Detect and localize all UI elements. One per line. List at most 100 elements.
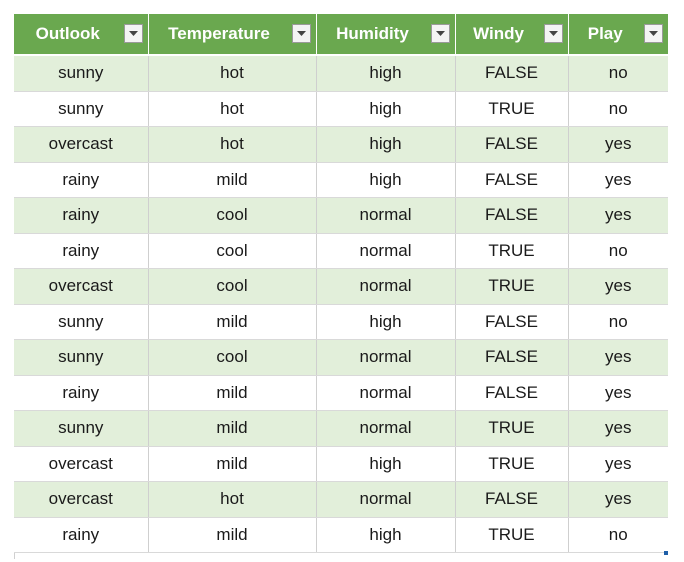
cell-humidity[interactable]: normal [316,197,456,234]
cell-play[interactable]: yes [568,375,668,411]
table-row: sunny hot high FALSE no [14,55,668,92]
cell-temperature[interactable]: hot [148,126,317,163]
table-row: rainy mild high FALSE yes [14,162,668,198]
cell-temperature[interactable]: cool [148,339,317,376]
chevron-down-icon [649,31,658,36]
weather-play-table: Outlook Temperature Humidity [14,14,668,553]
table-row: sunny mild normal TRUE yes [14,410,668,447]
cell-windy[interactable]: FALSE [455,162,569,198]
cell-play[interactable]: no [568,304,668,340]
cell-windy[interactable]: FALSE [455,126,569,163]
cell-humidity[interactable]: normal [316,481,456,518]
cell-temperature[interactable]: mild [148,446,317,482]
cell-windy[interactable]: TRUE [455,446,569,482]
cell-humidity[interactable]: high [316,126,456,163]
cell-humidity[interactable]: high [316,91,456,127]
cell-outlook[interactable]: sunny [14,55,149,92]
cell-temperature[interactable]: hot [148,481,317,518]
table-row: overcast cool normal TRUE yes [14,268,668,305]
cell-windy[interactable]: FALSE [455,304,569,340]
cell-outlook[interactable]: rainy [14,517,149,553]
spreadsheet-table-area: Outlook Temperature Humidity [14,14,668,559]
cell-outlook[interactable]: sunny [14,304,149,340]
cell-play[interactable]: no [568,517,668,553]
cell-humidity[interactable]: high [316,55,456,92]
column-header-temperature: Temperature [148,14,317,56]
cell-windy[interactable]: FALSE [455,339,569,376]
cell-humidity[interactable]: normal [316,268,456,305]
cell-humidity[interactable]: high [316,517,456,553]
cell-play[interactable]: yes [568,162,668,198]
cell-windy[interactable]: FALSE [455,197,569,234]
chevron-down-icon [435,31,445,36]
cell-outlook[interactable]: rainy [14,233,149,269]
table-row: overcast hot normal FALSE yes [14,481,668,518]
cell-temperature[interactable]: cool [148,233,317,269]
column-header-humidity: Humidity [316,14,456,56]
cell-windy[interactable]: TRUE [455,91,569,127]
cell-temperature[interactable]: mild [148,162,317,198]
cell-outlook[interactable]: rainy [14,375,149,411]
cell-humidity[interactable]: high [316,162,456,198]
cell-windy[interactable]: FALSE [455,55,569,92]
cell-windy[interactable]: TRUE [455,410,569,447]
cell-outlook[interactable]: overcast [14,446,149,482]
cell-temperature[interactable]: mild [148,410,317,447]
filter-dropdown-button-windy[interactable] [543,24,563,43]
cell-play[interactable]: yes [568,410,668,447]
cell-temperature[interactable]: cool [148,197,317,234]
cell-play[interactable]: yes [568,481,668,518]
cell-play[interactable]: yes [568,339,668,376]
cell-temperature[interactable]: mild [148,517,317,553]
table-row: sunny cool normal FALSE yes [14,339,668,376]
column-header-label: Humidity [336,24,409,43]
cell-outlook[interactable]: overcast [14,126,149,163]
cell-play[interactable]: yes [568,446,668,482]
cell-outlook[interactable]: rainy [14,162,149,198]
cell-windy[interactable]: TRUE [455,517,569,553]
cell-humidity[interactable]: normal [316,339,456,376]
cell-outlook[interactable]: sunny [14,410,149,447]
cell-temperature[interactable]: cool [148,268,317,305]
cell-temperature[interactable]: hot [148,55,317,92]
cell-outlook[interactable]: rainy [14,197,149,234]
cell-windy[interactable]: TRUE [455,268,569,305]
table-row: sunny mild high FALSE no [14,304,668,340]
cell-humidity[interactable]: high [316,446,456,482]
cell-windy[interactable]: FALSE [455,375,569,411]
cell-temperature[interactable]: mild [148,375,317,411]
cell-outlook[interactable]: overcast [14,481,149,518]
chevron-down-icon [548,31,558,36]
table-row: rainy cool normal TRUE no [14,233,668,269]
cell-windy[interactable]: FALSE [455,481,569,518]
cell-play[interactable]: no [568,233,668,269]
table-row: sunny hot high TRUE no [14,91,668,127]
table-row: overcast mild high TRUE yes [14,446,668,482]
filter-dropdown-button-temperature[interactable] [291,24,311,43]
cell-humidity[interactable]: normal [316,410,456,447]
cell-windy[interactable]: TRUE [455,233,569,269]
cell-outlook[interactable]: sunny [14,91,149,127]
cell-humidity[interactable]: normal [316,375,456,411]
cell-play[interactable]: yes [568,268,668,305]
cell-humidity[interactable]: normal [316,233,456,269]
cell-play[interactable]: no [568,91,668,127]
cell-play[interactable]: yes [568,197,668,234]
cell-outlook[interactable]: sunny [14,339,149,376]
column-header-outlook: Outlook [14,14,149,56]
cell-play[interactable]: yes [568,126,668,163]
cell-temperature[interactable]: hot [148,91,317,127]
column-header-label: Play [587,24,623,43]
cell-outlook[interactable]: overcast [14,268,149,305]
filter-dropdown-button-outlook[interactable] [123,24,143,43]
cell-humidity[interactable]: high [316,304,456,340]
cell-play[interactable]: no [568,55,668,92]
table-row: rainy cool normal FALSE yes [14,197,668,234]
chevron-down-icon [296,31,306,36]
cell-temperature[interactable]: mild [148,304,317,340]
table-resize-handle[interactable] [664,551,668,555]
column-header-label: Outlook [35,24,100,43]
filter-dropdown-button-humidity[interactable] [430,24,450,43]
column-header-label: Windy [473,24,524,43]
filter-dropdown-button-play[interactable] [644,24,663,43]
